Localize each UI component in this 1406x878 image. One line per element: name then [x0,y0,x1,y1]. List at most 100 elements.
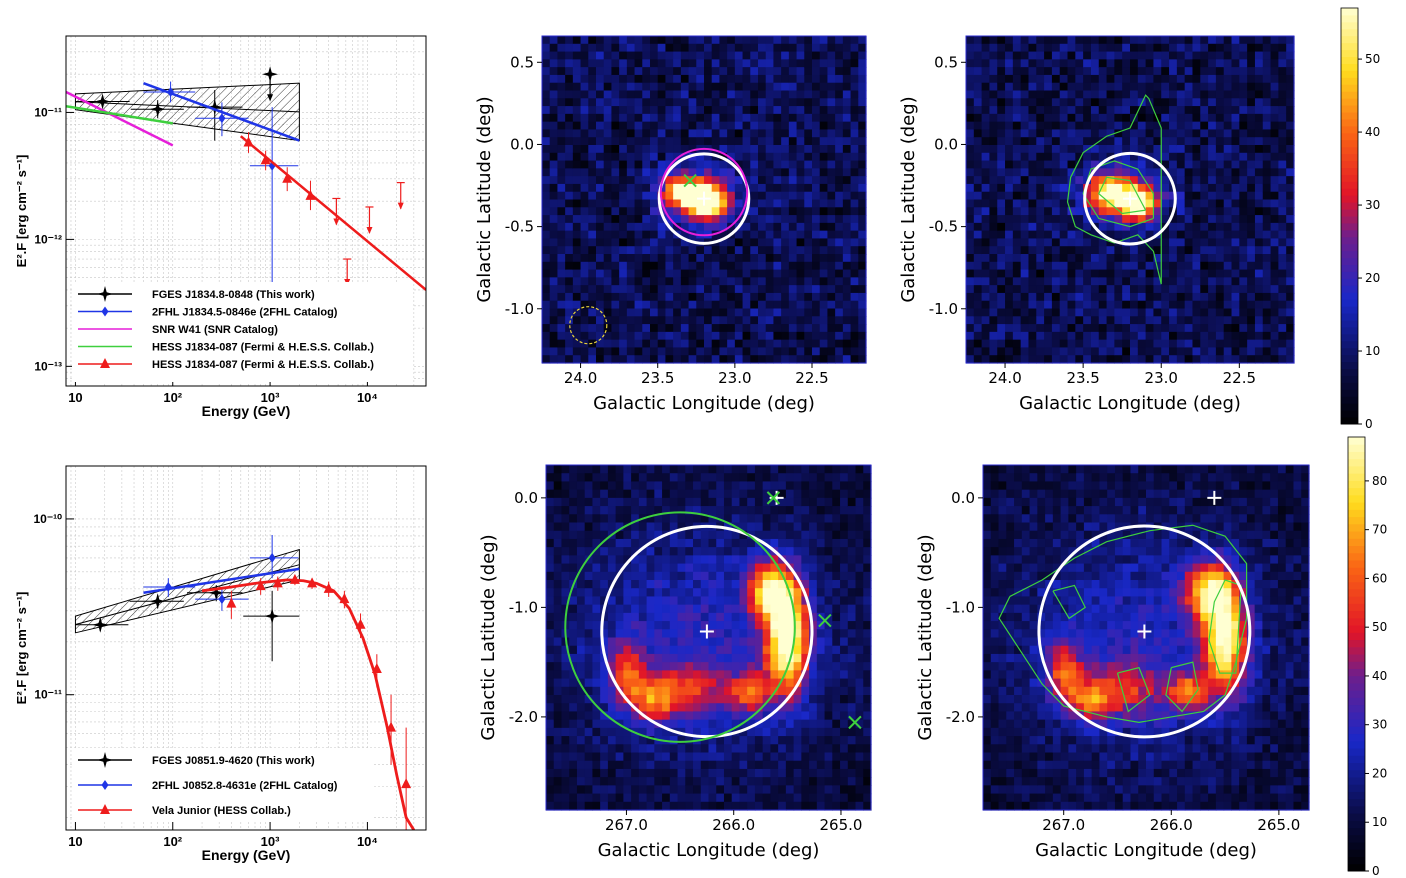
heatmap-cell [1083,199,1092,208]
heatmap-cell [626,316,636,325]
heatmap-cell [1270,269,1279,278]
heatmap-cell [739,506,748,515]
heatmap-cell [1137,67,1147,76]
heatmap-cell [1044,300,1053,310]
heatmap-cell [619,277,628,286]
heatmap-cell [680,207,690,216]
heatmap-cell [981,191,991,201]
heatmap-cell [850,176,859,185]
heatmap-cell [1028,183,1037,193]
heatmap-cell [1223,51,1233,60]
heatmap-cell [553,744,563,754]
heatmap-cell [719,347,728,356]
heatmap-cell [600,711,609,721]
heatmap-cell [827,191,836,201]
heatmap-cell [665,300,674,310]
heatmap-cell [1137,339,1147,349]
heatmap-cell [1176,67,1186,76]
heatmap-cell [804,285,813,294]
heatmap-cell [1184,246,1194,255]
heatmap-cell [546,637,555,647]
heatmap-cell [646,752,655,762]
heatmap-cell [716,645,725,655]
fit-line [66,90,174,147]
heatmap-cell [758,145,767,154]
heatmap-cell [1200,300,1209,310]
heatmap-cell [557,145,566,154]
heatmap-cell [677,719,686,729]
heatmap-cell [700,711,710,721]
heatmap-cell [850,199,859,208]
heatmap-cell [1145,137,1155,146]
heatmap-cell [685,653,694,663]
heatmap-cell [611,292,620,302]
heatmap-cell [704,331,713,341]
heatmap-cell [704,90,713,99]
heatmap-cell [619,292,628,302]
heatmap-cell [704,129,713,138]
heatmap-cell [1106,113,1115,123]
heatmap-cell [1028,137,1037,146]
heatmap-cell [1153,308,1162,317]
heatmap-cell [600,736,609,745]
heatmap-cell [654,711,663,721]
heatmap-cell [719,121,728,131]
heatmap-cell [1090,168,1100,177]
heatmap-cell [611,98,620,107]
heatmap-cell [973,308,983,317]
heatmap-cell [1192,67,1201,76]
heatmap-cell [669,489,679,499]
heatmap-cell [750,82,759,92]
heatmap-cell [747,596,756,606]
triangle-marker [255,580,266,591]
heatmap-cell [973,36,983,45]
heatmap-cell [773,207,782,216]
heatmap-cell [1044,152,1053,162]
heatmap-cell [747,588,756,598]
heatmap-cell [600,670,609,680]
heatmap-cell [1254,230,1264,240]
heatmap-cell [673,316,682,325]
heatmap-cell [700,777,710,786]
heatmap-cell [1215,43,1225,53]
heatmap-cell [542,339,551,349]
heatmap-cell [731,547,741,556]
heatmap-cell [700,530,710,540]
heatmap-cell [1137,277,1147,286]
heatmap-cell [711,106,721,115]
heatmap-cell [716,588,725,598]
heatmap-cell [796,145,805,154]
x-tick-label: 10⁴ [357,390,378,405]
heatmap-cell [1231,67,1240,76]
heatmap-cell [677,530,686,540]
heatmap-cell [850,308,859,317]
heatmap-cell [584,678,594,688]
heatmap-cell [1223,308,1233,317]
heatmap-cell [576,777,586,786]
heatmap-cell [781,51,790,60]
heatmap-cell [723,555,733,565]
heatmap-cell [1223,129,1233,138]
heatmap-cell [696,67,705,76]
heatmap-cell [1161,59,1170,68]
heatmap-cell [642,74,651,84]
heatmap-cell [1161,51,1170,60]
heatmap-cell [704,285,713,294]
heatmap-cell [642,254,651,263]
heatmap-cell [758,152,767,162]
heatmap-cell [680,74,690,84]
heatmap-cell [546,785,555,795]
heatmap-cell [1098,43,1108,53]
heatmap-cell [669,678,679,688]
heatmap-cell [1012,183,1022,193]
heatmap-cell [646,621,655,630]
heatmap-cell [758,222,767,232]
heatmap-cell [654,465,663,474]
heatmap-cell [1005,137,1014,146]
heatmap-cell [711,347,721,356]
heatmap-cell [788,98,798,107]
heatmap-cell [665,207,674,216]
heatmap-cell [607,768,617,778]
heatmap-cell [673,254,682,263]
heatmap-cell [1122,316,1131,325]
